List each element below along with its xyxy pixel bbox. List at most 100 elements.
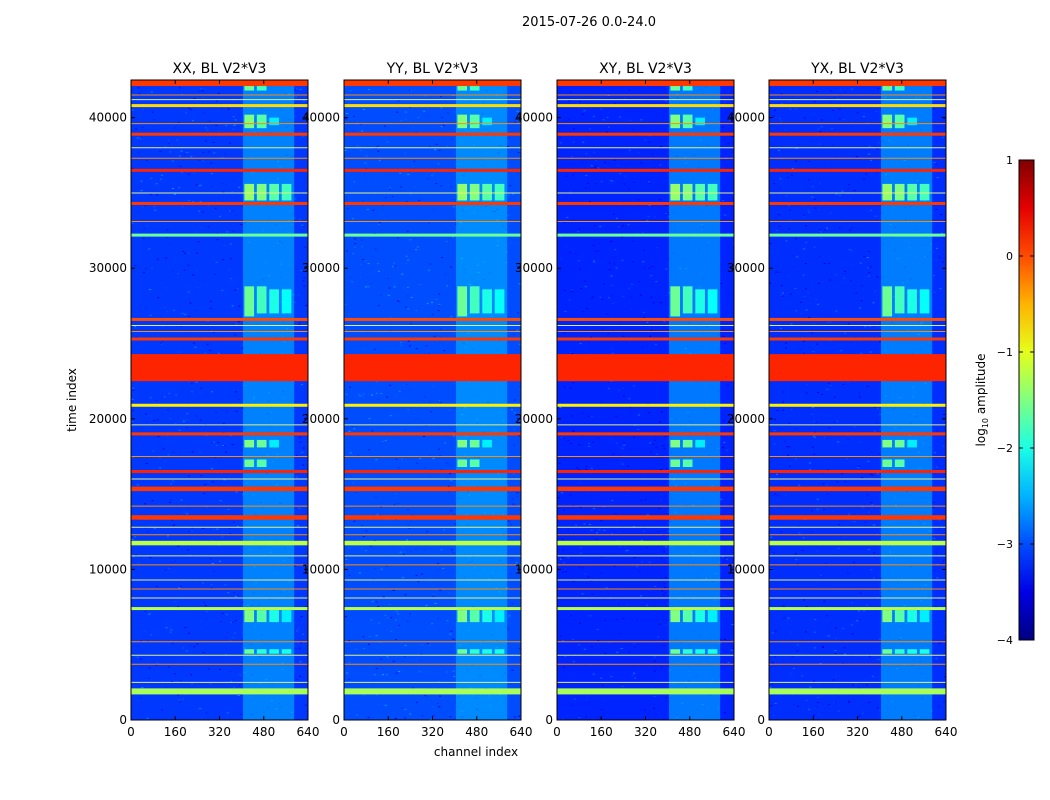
noise-pixel [193, 269, 196, 271]
noise-pixel [617, 603, 620, 605]
noise-pixel [306, 184, 308, 186]
noise-pixel [446, 145, 449, 147]
noise-pixel [179, 586, 182, 587]
noise-pixel [386, 510, 389, 512]
rfi-block [469, 183, 480, 201]
noise-pixel [932, 213, 935, 215]
noise-pixel [222, 259, 225, 261]
noise-pixel [507, 521, 510, 523]
noise-pixel [369, 467, 372, 469]
noise-pixel [399, 551, 402, 553]
noise-pixel [865, 604, 868, 606]
noise-pixel [640, 119, 643, 121]
noise-pixel [609, 241, 612, 242]
noise-pixel [178, 454, 181, 456]
noise-pixel [877, 408, 879, 410]
noise-pixel [387, 294, 390, 296]
flag-band [344, 317, 521, 321]
noise-pixel [638, 570, 641, 572]
noise-pixel [769, 548, 772, 550]
noise-pixel [790, 598, 793, 600]
noise-pixel [393, 503, 396, 505]
noise-pixel [561, 571, 564, 573]
noise-pixel [813, 453, 816, 455]
noise-pixel [164, 287, 167, 289]
noise-pixel [938, 705, 941, 707]
noise-pixel [300, 595, 303, 597]
noise-pixel [610, 380, 613, 382]
noise-pixel [234, 334, 237, 336]
noise-pixel [219, 215, 221, 217]
noise-pixel [224, 654, 227, 656]
noise-pixel [633, 436, 636, 438]
noise-pixel [570, 704, 573, 706]
noise-pixel [665, 331, 667, 333]
noise-pixel [191, 683, 194, 685]
noise-pixel [415, 348, 418, 350]
noise-pixel [807, 160, 810, 162]
flag-band [769, 432, 946, 436]
noise-pixel [822, 164, 825, 166]
noise-pixel [345, 113, 348, 114]
noise-pixel [431, 553, 434, 555]
noise-pixel [387, 617, 390, 619]
noise-pixel [770, 323, 773, 325]
noise-pixel [580, 288, 583, 289]
noise-pixel [217, 92, 220, 94]
rfi-block [494, 183, 505, 201]
noise-pixel [634, 424, 637, 426]
noise-pixel [848, 700, 850, 702]
noise-pixel [295, 648, 298, 649]
noise-pixel [384, 440, 387, 442]
noise-pixel [299, 647, 301, 649]
noise-pixel [816, 696, 819, 698]
noise-pixel [628, 89, 631, 91]
noise-pixel [828, 427, 831, 429]
noise-pixel [638, 264, 641, 266]
noise-pixel [406, 286, 409, 288]
noise-pixel [294, 89, 297, 91]
noise-pixel [939, 256, 941, 258]
noise-pixel [370, 619, 373, 621]
noise-pixel [212, 142, 215, 143]
noise-pixel [787, 204, 790, 206]
noise-pixel [597, 640, 600, 642]
rfi-block [457, 459, 468, 468]
noise-pixel [172, 451, 175, 453]
noise-pixel [228, 527, 231, 529]
noise-pixel [644, 172, 647, 174]
noise-pixel [666, 467, 669, 469]
noise-pixel [515, 562, 518, 564]
noise-pixel [225, 408, 227, 410]
noise-pixel [445, 241, 448, 242]
noise-pixel [429, 718, 432, 720]
noise-pixel [182, 206, 184, 208]
noise-pixel [377, 605, 380, 607]
noise-pixel [879, 587, 882, 589]
noise-pixel [405, 333, 407, 335]
noise-pixel [774, 493, 777, 495]
noise-pixel [433, 429, 436, 431]
x-tick-label: 320 [208, 725, 231, 739]
noise-pixel [829, 340, 832, 342]
noise-pixel [298, 507, 301, 509]
noise-pixel [797, 705, 799, 707]
noise-pixel [234, 289, 237, 291]
noise-pixel [664, 586, 667, 588]
noise-pixel [209, 350, 212, 351]
noise-pixel [219, 500, 222, 502]
noise-pixel [365, 155, 368, 157]
noise-pixel [352, 482, 355, 484]
noise-pixel [434, 603, 437, 604]
noise-pixel [300, 270, 303, 271]
noise-pixel [235, 323, 238, 325]
noise-pixel [189, 645, 192, 647]
noise-pixel [562, 549, 565, 551]
noise-pixel [408, 345, 411, 347]
noise-pixel [302, 135, 305, 137]
noise-pixel [139, 658, 142, 660]
noise-pixel [808, 211, 811, 213]
noise-pixel [134, 259, 137, 261]
flag-band [557, 540, 734, 546]
noise-pixel [384, 218, 387, 220]
